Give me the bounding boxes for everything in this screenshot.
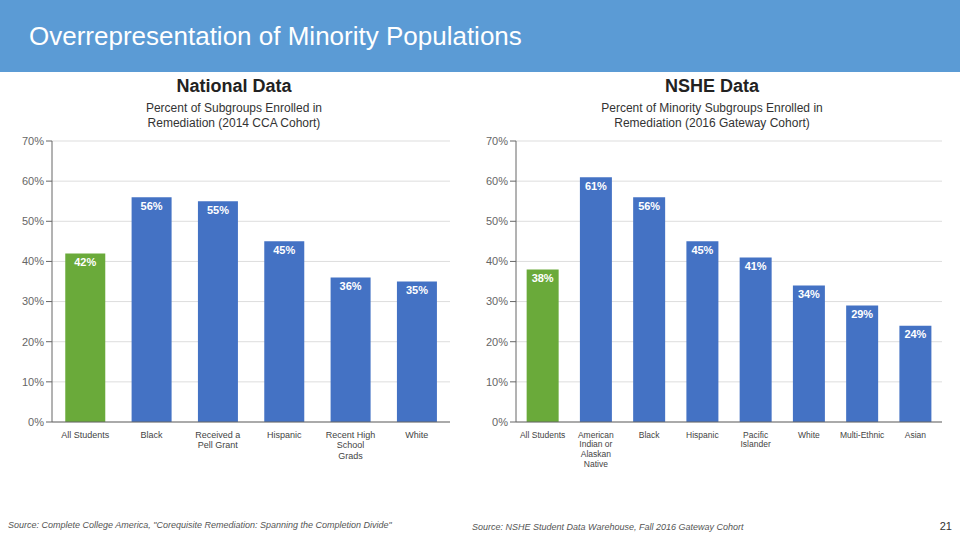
svg-text:36%: 36% (340, 280, 362, 292)
svg-text:30%: 30% (22, 295, 44, 307)
svg-text:42%: 42% (74, 256, 96, 268)
html-text:National Data: National Data (176, 76, 292, 96)
svg-text:45%: 45% (691, 244, 713, 256)
svg-text:PacificIslander: PacificIslander (741, 430, 771, 450)
svg-text:All Students: All Students (61, 430, 110, 440)
svg-text:40%: 40% (486, 255, 508, 267)
svg-text:White: White (798, 430, 820, 440)
svg-text:41%: 41% (745, 260, 767, 272)
html-text:NSHE Data: NSHE Data (665, 76, 759, 96)
svg-text:Hispanic: Hispanic (267, 430, 302, 440)
html-text:Percent of Minority Subgroups: Percent of Minority Subgroups Enrolled i… (601, 101, 823, 130)
svg-text:34%: 34% (798, 288, 820, 300)
html-text:Source: Complete College Ameri: Source: Complete College America, "Coreq… (8, 520, 392, 530)
svg-text:38%: 38% (532, 272, 554, 284)
svg-text:Black: Black (140, 430, 163, 440)
svg-text:30%: 30% (486, 295, 508, 307)
svg-text:20%: 20% (486, 336, 508, 348)
svg-text:Asian: Asian (905, 430, 927, 440)
svg-text:Hispanic: Hispanic (686, 430, 719, 440)
html-text:Overrepresentation of Minority: Overrepresentation of Minority Populatio… (29, 20, 522, 51)
svg-text:0%: 0% (492, 416, 508, 428)
svg-text:40%: 40% (22, 255, 44, 267)
html-text:Source: NSHE Student Data Ware: Source: NSHE Student Data Warehouse, Fal… (472, 522, 744, 532)
svg-text:Multi-Ethnic: Multi-Ethnic (840, 430, 885, 440)
svg-text:AmericanIndian orAlaskanNative: AmericanIndian orAlaskanNative (578, 430, 614, 469)
html-text:Percent of Subgroups Enrolled: Percent of Subgroups Enrolled in Remedia… (145, 101, 322, 130)
svg-text:All Students: All Students (520, 430, 565, 440)
svg-text:10%: 10% (486, 376, 508, 388)
svg-text:20%: 20% (22, 336, 44, 348)
svg-text:29%: 29% (851, 308, 873, 320)
svg-text:60%: 60% (486, 175, 508, 187)
html-text:21: 21 (939, 520, 952, 532)
svg-text:70%: 70% (486, 135, 508, 147)
svg-text:50%: 50% (486, 215, 508, 227)
svg-text:White: White (405, 430, 428, 440)
svg-text:50%: 50% (22, 215, 44, 227)
svg-text:55%: 55% (207, 204, 229, 216)
svg-text:35%: 35% (406, 284, 428, 296)
svg-text:0%: 0% (28, 416, 44, 428)
svg-text:61%: 61% (585, 180, 607, 192)
svg-text:56%: 56% (141, 200, 163, 212)
svg-text:70%: 70% (22, 135, 44, 147)
svg-text:45%: 45% (273, 244, 295, 256)
svg-text:Black: Black (639, 430, 661, 440)
svg-text:Recent HighSchoolGrads: Recent HighSchoolGrads (326, 430, 376, 461)
svg-text:10%: 10% (22, 376, 44, 388)
svg-text:Received aPell Grant: Received aPell Grant (195, 430, 240, 450)
svg-text:24%: 24% (904, 328, 926, 340)
svg-text:60%: 60% (22, 175, 44, 187)
svg-text:56%: 56% (638, 200, 660, 212)
